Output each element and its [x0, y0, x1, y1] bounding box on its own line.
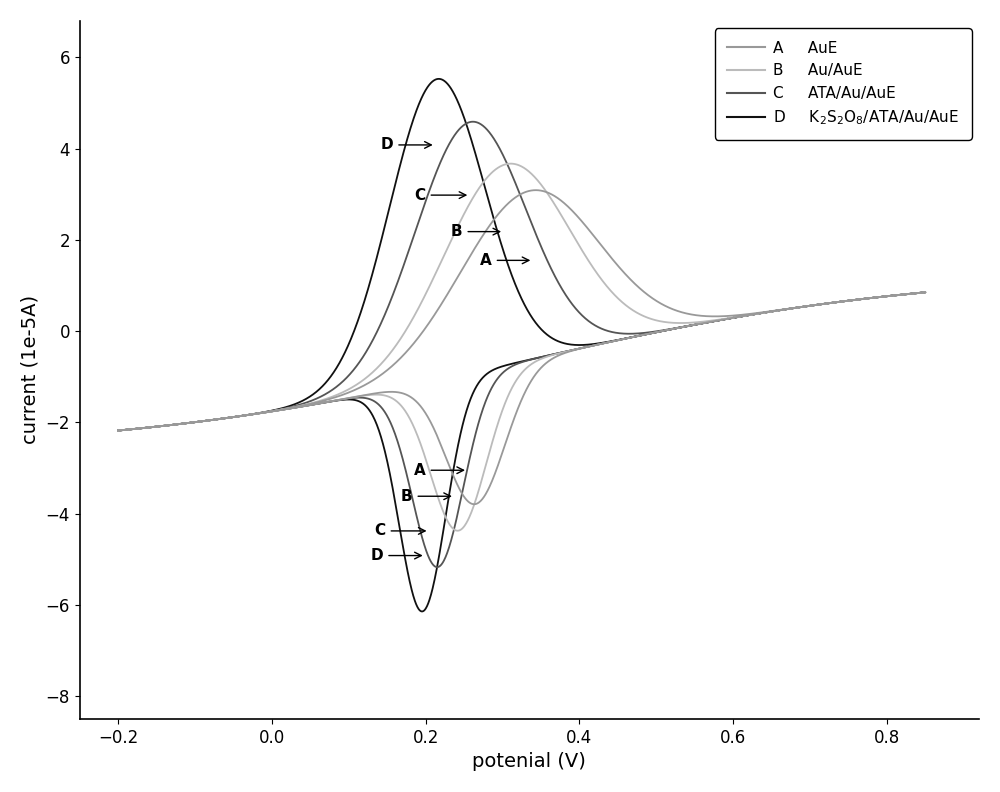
Text: B: B — [451, 224, 500, 239]
X-axis label: potenial (V): potenial (V) — [472, 752, 586, 771]
Text: C: C — [414, 188, 466, 203]
Y-axis label: current (1e-5A): current (1e-5A) — [21, 295, 40, 444]
Text: B: B — [401, 489, 450, 504]
Text: C: C — [374, 524, 425, 539]
Text: D: D — [381, 138, 431, 152]
Legend: A     AuE, B     Au/AuE, C     ATA/Au/AuE, D     K$_2$S$_2$O$_8$/ATA/Au/AuE: A AuE, B Au/AuE, C ATA/Au/AuE, D K$_2$S$… — [715, 29, 972, 139]
Text: A: A — [480, 253, 529, 268]
Text: A: A — [414, 463, 464, 478]
Text: D: D — [371, 548, 421, 563]
